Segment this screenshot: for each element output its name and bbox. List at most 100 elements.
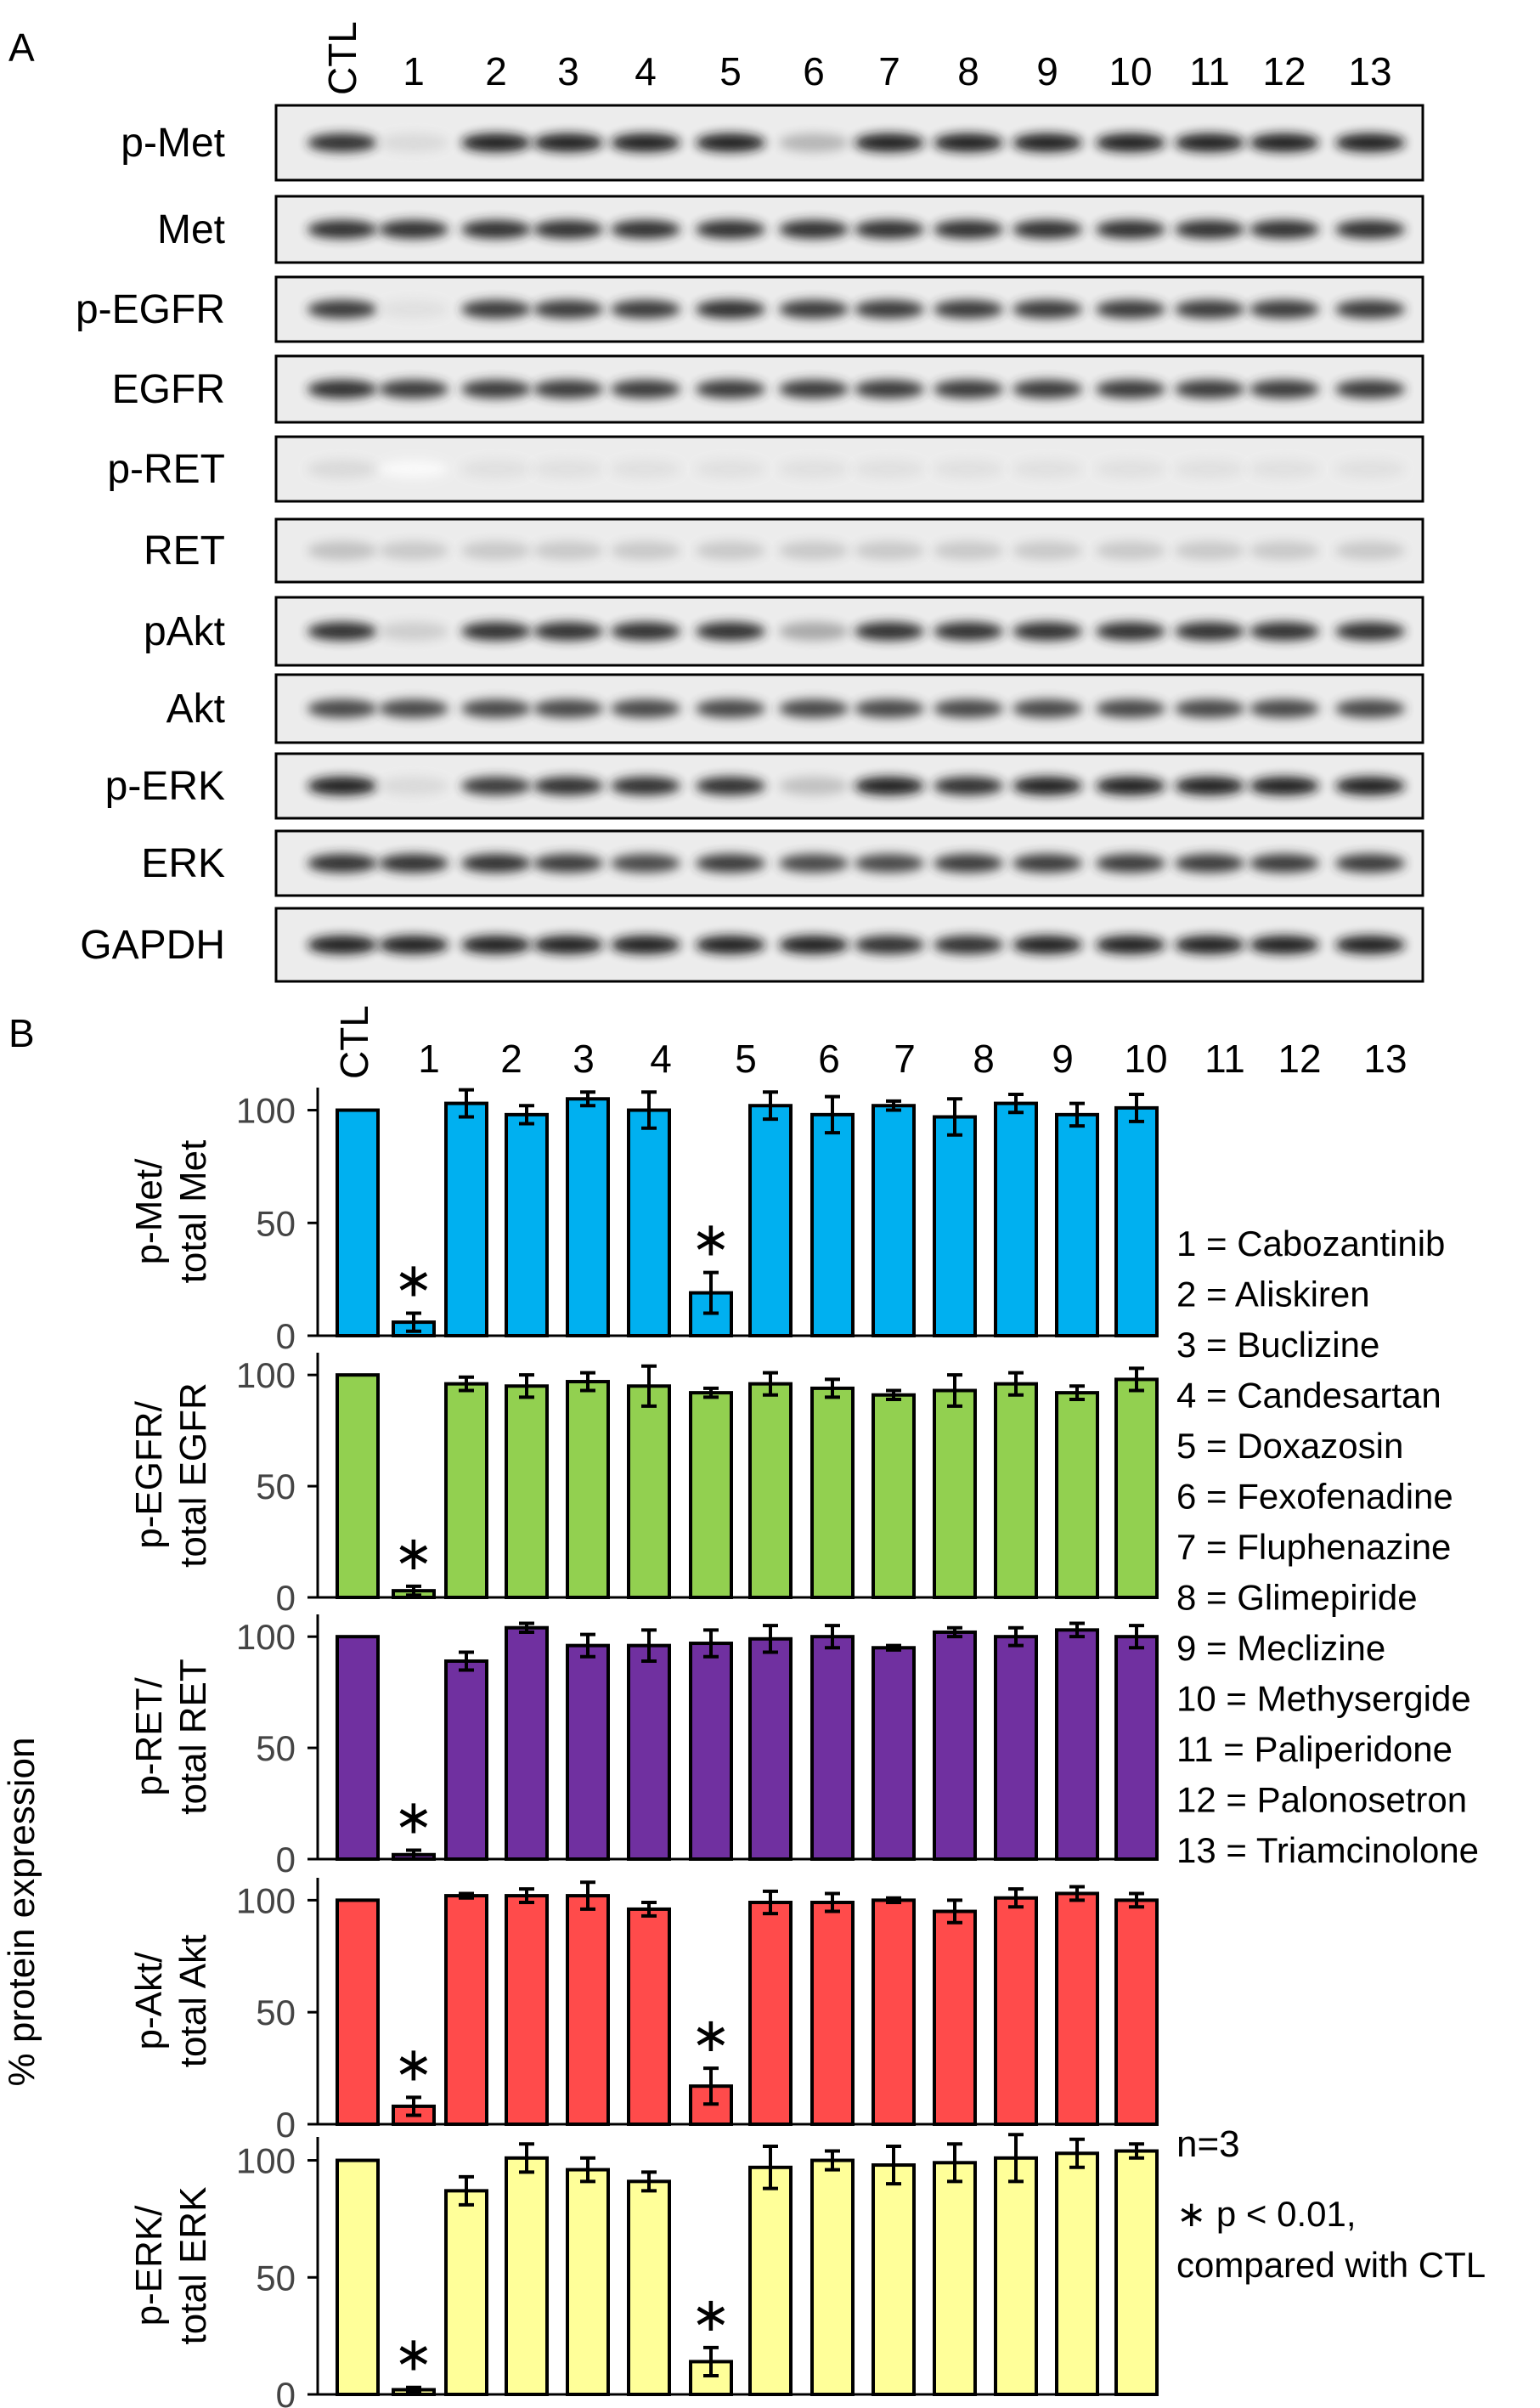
blot-band xyxy=(307,460,377,478)
blot-band xyxy=(379,622,448,641)
significance-note-line2: compared with CTL xyxy=(1176,2245,1486,2285)
bar xyxy=(1055,2151,1099,2396)
blot-band xyxy=(1335,936,1405,954)
bar xyxy=(1114,1898,1159,2126)
blot-band xyxy=(779,133,849,152)
blot-band xyxy=(379,220,448,239)
y-label-line2: total RET xyxy=(172,1659,214,1814)
y-tick-label: 100 xyxy=(236,2141,296,2181)
blot-band xyxy=(379,699,448,718)
y-tick-label: 0 xyxy=(276,1840,296,1879)
bar-chart-3: 0 50 100 p-RET/total RET ∗ xyxy=(128,1614,1159,1879)
blot-band xyxy=(1335,300,1405,319)
blot-band xyxy=(1175,622,1244,641)
blot-band xyxy=(307,699,377,718)
blot-band xyxy=(1096,541,1165,560)
bar xyxy=(1055,1628,1099,1861)
blot-band xyxy=(1175,936,1244,954)
blot-row-pakt: pAkt xyxy=(144,596,1424,667)
significance-asterisk: ∗ xyxy=(394,1526,434,1580)
blot-band xyxy=(533,460,603,478)
blot-band xyxy=(1249,541,1319,560)
blot-band xyxy=(307,300,377,319)
blot-band xyxy=(696,622,765,641)
blot-band xyxy=(1013,854,1082,873)
legend-entry: 2 = Aliskiren xyxy=(1176,1275,1370,1314)
blot-band xyxy=(611,699,680,718)
blot-band xyxy=(855,777,924,795)
lane-label: 3 xyxy=(573,1037,595,1081)
panel-a-label: A xyxy=(8,25,35,70)
lane-label: 11 xyxy=(1204,1037,1245,1081)
y-tick-label: 50 xyxy=(256,1467,296,1506)
y-axis-title: % protein expression xyxy=(1,1738,42,2087)
blot-band xyxy=(533,854,603,873)
legend-entry: 5 = Doxazosin xyxy=(1176,1426,1403,1466)
blot-band xyxy=(1013,777,1082,795)
blot-band xyxy=(855,220,924,239)
legend-entry: 12 = Palonosetron xyxy=(1176,1780,1467,1820)
lane-label: 10 xyxy=(1124,1037,1167,1081)
blot-row-erk: ERK xyxy=(141,829,1424,897)
lane-label: 8 xyxy=(957,49,979,93)
legend-entry: 4 = Candesartan xyxy=(1176,1376,1441,1416)
significance-asterisk: ∗ xyxy=(691,2287,731,2341)
blot-band xyxy=(1175,133,1244,152)
blot-band xyxy=(307,220,377,239)
drug-legend: 1 = Cabozantinib 2 = Aliskiren 3 = Buclizi… xyxy=(1176,1224,1479,1870)
blot-band xyxy=(1249,220,1319,239)
bar xyxy=(933,1909,977,2126)
y-tick-label: 100 xyxy=(236,1091,296,1131)
bar xyxy=(810,1112,855,1337)
significance-asterisk: ∗ xyxy=(394,2327,434,2381)
blot-band xyxy=(307,936,377,954)
blot-band xyxy=(461,699,531,718)
blot-band xyxy=(1249,460,1319,478)
blot-band xyxy=(1175,460,1244,478)
blot-band xyxy=(461,622,531,641)
blot-row-p-egfr: p-EGFR xyxy=(76,275,1424,343)
bar xyxy=(1114,1105,1159,1337)
bar xyxy=(994,1101,1038,1337)
blot-label: p-ERK xyxy=(105,764,225,809)
blot-band xyxy=(307,854,377,873)
bar xyxy=(1055,1112,1099,1337)
y-tick-label: 50 xyxy=(256,2258,296,2298)
blot-band xyxy=(461,300,531,319)
bar xyxy=(748,1901,793,2126)
bar xyxy=(505,1894,549,2126)
lane-label: 7 xyxy=(894,1037,916,1081)
blot-band xyxy=(855,541,924,560)
blot-band xyxy=(1175,854,1244,873)
blot-band xyxy=(533,622,603,641)
lane-label: 4 xyxy=(650,1037,672,1081)
blot-band xyxy=(1335,380,1405,399)
blot-band xyxy=(611,854,680,873)
blot-label: EGFR xyxy=(112,367,225,412)
legend-entry: 6 = Fexofenadine xyxy=(1176,1477,1453,1517)
bar xyxy=(872,1104,916,1337)
bar xyxy=(336,1108,380,1337)
blot-band xyxy=(696,220,765,239)
bar xyxy=(810,1386,855,1599)
lane-label-ctl: CTL xyxy=(320,21,364,95)
blot-label: Met xyxy=(157,207,225,252)
blot-band xyxy=(934,936,1003,954)
blot-band xyxy=(779,541,849,560)
blot-band xyxy=(1175,541,1244,560)
legend-entry: 10 = Methysergide xyxy=(1176,1679,1471,1719)
blot-band xyxy=(934,622,1003,641)
blot-band xyxy=(533,220,603,239)
blot-band xyxy=(855,622,924,641)
blot-band xyxy=(533,541,603,560)
bar-chart-4: 0 50 100 p-Akt/total Akt ∗ ∗ xyxy=(128,1878,1159,2145)
bar xyxy=(748,1636,793,1862)
blot-band xyxy=(1096,777,1165,795)
blot-band xyxy=(533,699,603,718)
blot-band xyxy=(1175,380,1244,399)
blot-label: GAPDH xyxy=(80,923,225,968)
bar xyxy=(627,1384,671,1599)
blot-band xyxy=(461,541,531,560)
blot-band xyxy=(934,541,1003,560)
blot-band xyxy=(779,936,849,954)
